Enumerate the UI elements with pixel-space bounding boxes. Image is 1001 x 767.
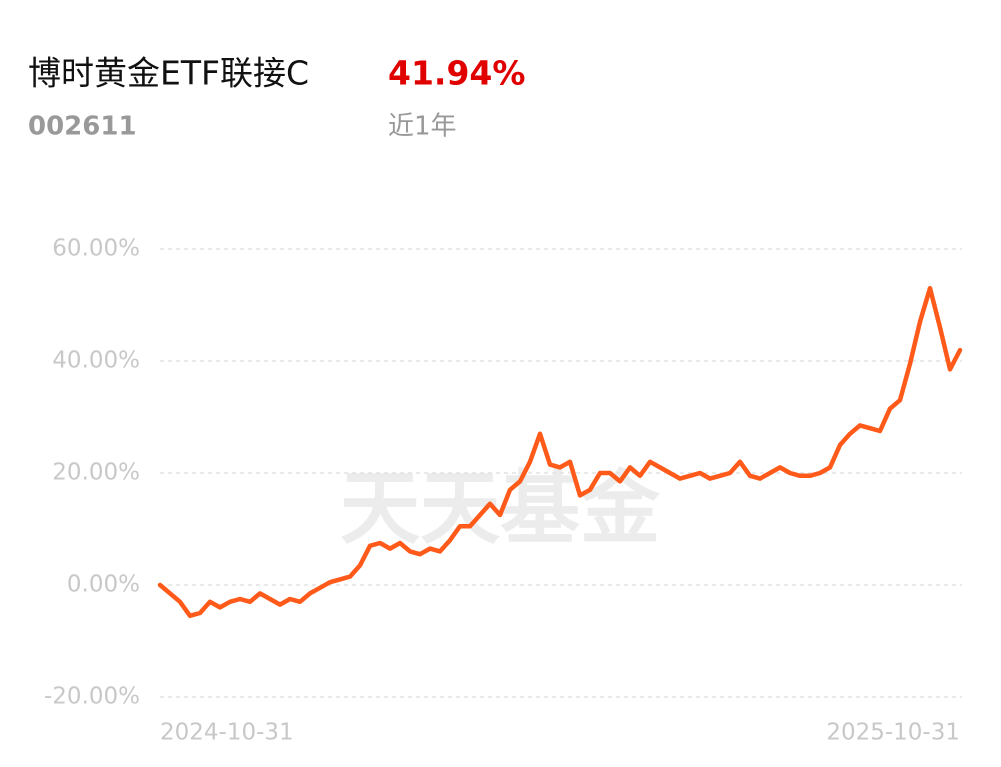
period-label: 近1年	[388, 112, 457, 142]
return-value: 41.94%	[388, 54, 525, 93]
x-tick-label: 2024-10-31	[160, 720, 294, 746]
y-tick-label: 40.00%	[52, 348, 140, 374]
fund-title: 博时黄金ETF联接C	[28, 54, 309, 93]
x-tick-label: 2025-10-31	[826, 720, 960, 746]
y-tick-label: 0.00%	[67, 572, 140, 598]
y-tick-label: 20.00%	[52, 460, 140, 486]
y-tick-label: 60.00%	[52, 236, 140, 262]
series-line	[157, 285, 963, 619]
fund-code: 002611	[28, 112, 137, 142]
y-tick-label: -20.00%	[44, 684, 140, 710]
